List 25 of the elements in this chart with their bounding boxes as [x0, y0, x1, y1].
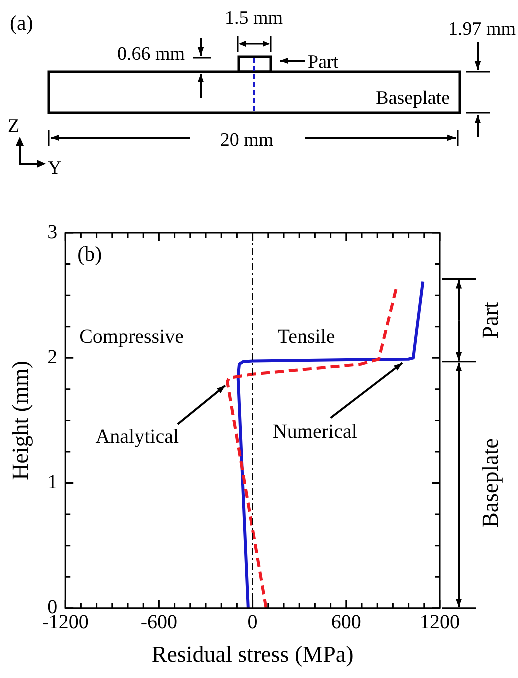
annotation: Tensile	[278, 326, 336, 348]
annotation: (b)	[78, 242, 102, 266]
x-tick-label: 1200	[420, 612, 460, 634]
text: Y	[48, 158, 62, 179]
y-tick-label: 1	[48, 472, 58, 494]
text: Part	[308, 52, 340, 73]
text: Baseplate	[478, 438, 503, 528]
y-tick-label: 2	[48, 346, 58, 368]
text: Part	[478, 301, 503, 340]
annotation: Compressive	[80, 326, 184, 348]
text: Analytical	[96, 426, 180, 448]
x-axis-title: Residual stress (MPa)	[152, 642, 354, 668]
series-label: Numerical	[272, 421, 358, 444]
text: 1.5 mm	[224, 8, 284, 29]
x-tick-label: 600	[331, 612, 362, 634]
text: Z	[8, 116, 20, 137]
x-tick-label: 0	[248, 612, 258, 634]
text: (a)	[10, 11, 34, 35]
x-tick-label: -600	[140, 612, 178, 634]
text: 20 mm	[220, 130, 274, 151]
text: Baseplate	[376, 88, 450, 109]
y-axis-title: Height (mm)	[8, 360, 33, 480]
y-tick-label: 3	[48, 221, 58, 244]
text: 1.97 mm	[448, 19, 516, 40]
text: 0.66 mm	[117, 44, 186, 65]
